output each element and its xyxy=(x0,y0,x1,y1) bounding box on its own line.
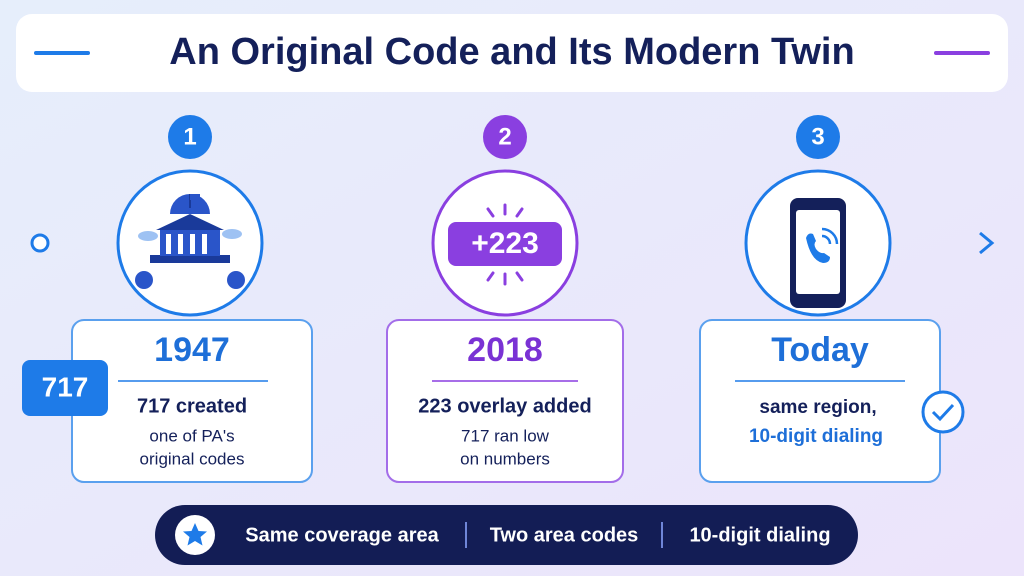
icon-part xyxy=(515,271,524,282)
icon-part xyxy=(227,271,245,289)
icon-part xyxy=(448,222,562,266)
icon-part xyxy=(486,203,524,286)
icon-part xyxy=(202,234,207,254)
icon-part xyxy=(135,271,153,289)
heading: 717 created xyxy=(137,395,247,417)
year: Today xyxy=(771,331,869,369)
footer-item: Two area codes xyxy=(490,524,639,546)
check xyxy=(921,390,965,434)
code-badge-text: 717 xyxy=(42,371,89,402)
icon-part xyxy=(806,233,830,263)
heading: 223 overlay added xyxy=(418,395,591,417)
icon-part: Same coverage area Two area codes 10-dig… xyxy=(245,524,830,546)
icon-part xyxy=(138,231,158,241)
card xyxy=(386,319,624,483)
step-number: 3 xyxy=(811,123,824,150)
icon-part xyxy=(156,214,224,230)
footer-item: Same coverage area xyxy=(245,524,439,546)
timeline-arrow xyxy=(979,231,995,255)
icon-part: one of PA's original codes 717 ran low o… xyxy=(140,426,550,468)
number-badge xyxy=(483,115,527,159)
footer-item: 10-digit dialing xyxy=(689,524,830,546)
icon-part: 1 2 3 +223 717 1947 2018 Today 717 creat… xyxy=(42,123,883,447)
icon-part xyxy=(486,271,495,282)
footer xyxy=(155,505,858,565)
overlay-badge: +223 xyxy=(471,227,539,260)
heading: same region, xyxy=(759,397,876,418)
icon-part xyxy=(150,255,230,263)
icon-part xyxy=(486,207,495,218)
number-badge xyxy=(796,115,840,159)
icon-part xyxy=(166,234,207,254)
year: 1947 xyxy=(154,331,230,369)
step-number: 2 xyxy=(498,123,511,150)
timeline-start xyxy=(30,233,50,253)
title-bar xyxy=(16,14,1008,92)
title: An Original Code and Its Modern Twin xyxy=(169,31,854,73)
check-mark xyxy=(931,403,955,422)
detail: original codes xyxy=(140,449,245,468)
step-1 xyxy=(116,169,264,317)
step-3 xyxy=(744,169,892,317)
icon-part xyxy=(190,194,200,200)
detail: one of PA's xyxy=(149,426,234,445)
year: 2018 xyxy=(467,331,543,369)
icon-part xyxy=(166,234,171,254)
icon-part xyxy=(515,207,524,218)
icon-part xyxy=(821,227,839,245)
detail: 10-digit dialing xyxy=(749,426,883,447)
step-number: 1 xyxy=(183,123,196,150)
step-2 xyxy=(431,169,579,317)
icon-part xyxy=(190,234,195,254)
code-badge xyxy=(22,360,108,416)
number-badge xyxy=(168,115,212,159)
star xyxy=(183,523,207,546)
icon-part xyxy=(222,229,242,239)
detail: on numbers xyxy=(460,449,550,468)
icon-part xyxy=(178,234,183,254)
detail: 717 ran low xyxy=(461,426,550,445)
